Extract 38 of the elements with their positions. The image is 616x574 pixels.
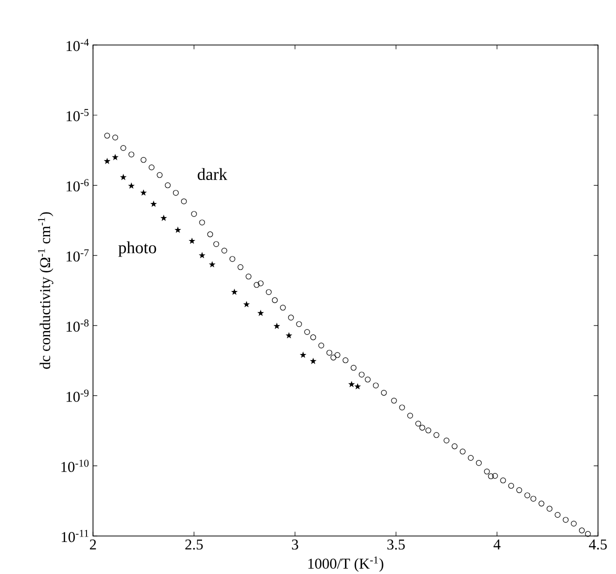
x-tick-label: 4.5 — [588, 540, 607, 550]
x-tick-label: 2 — [90, 540, 96, 550]
x-tick-label: 4 — [494, 540, 501, 550]
y-tick-label: 10$^{-4}$ — [66, 38, 89, 52]
point — [104, 158, 110, 164]
point — [150, 201, 156, 206]
legend-label: photo — [118, 241, 156, 257]
y-tick-label: 10$^{-8}$ — [66, 319, 89, 332]
point — [348, 382, 354, 387]
x-tick-label: 3 — [292, 540, 298, 550]
x-tick-label: 2.5 — [185, 540, 203, 550]
point — [310, 358, 316, 364]
x-axis-title: 1000/T (K$^{-1}$) — [308, 556, 384, 572]
point — [209, 262, 215, 267]
point — [189, 238, 195, 244]
point — [232, 289, 238, 294]
y-tick-label: 10$^{-11}$ — [62, 530, 88, 542]
point — [140, 190, 146, 196]
point — [160, 215, 166, 221]
y-tick-label: 10$^{-7}$ — [66, 249, 89, 262]
point — [300, 352, 306, 358]
point — [199, 252, 205, 258]
point — [274, 323, 280, 329]
y-axis-title: dc conductivity (Ω$^{-1}$ cm$^{-1}$) — [38, 212, 54, 369]
x-tick-label: 3.5 — [387, 540, 405, 550]
y-tick-label: 10$^{-10}$ — [61, 460, 89, 472]
point — [175, 227, 181, 232]
point — [286, 332, 292, 338]
y-tick-label: 10$^{-9}$ — [66, 390, 89, 402]
series-label: dark — [198, 168, 228, 180]
point — [128, 183, 134, 188]
y-tick-label: 10$^{-6}$ — [66, 179, 89, 192]
point — [354, 384, 360, 389]
point — [112, 154, 118, 160]
point — [120, 174, 126, 180]
y-tick-label: 10$^{-5}$ — [66, 109, 89, 122]
point — [258, 310, 264, 316]
point — [244, 302, 250, 307]
